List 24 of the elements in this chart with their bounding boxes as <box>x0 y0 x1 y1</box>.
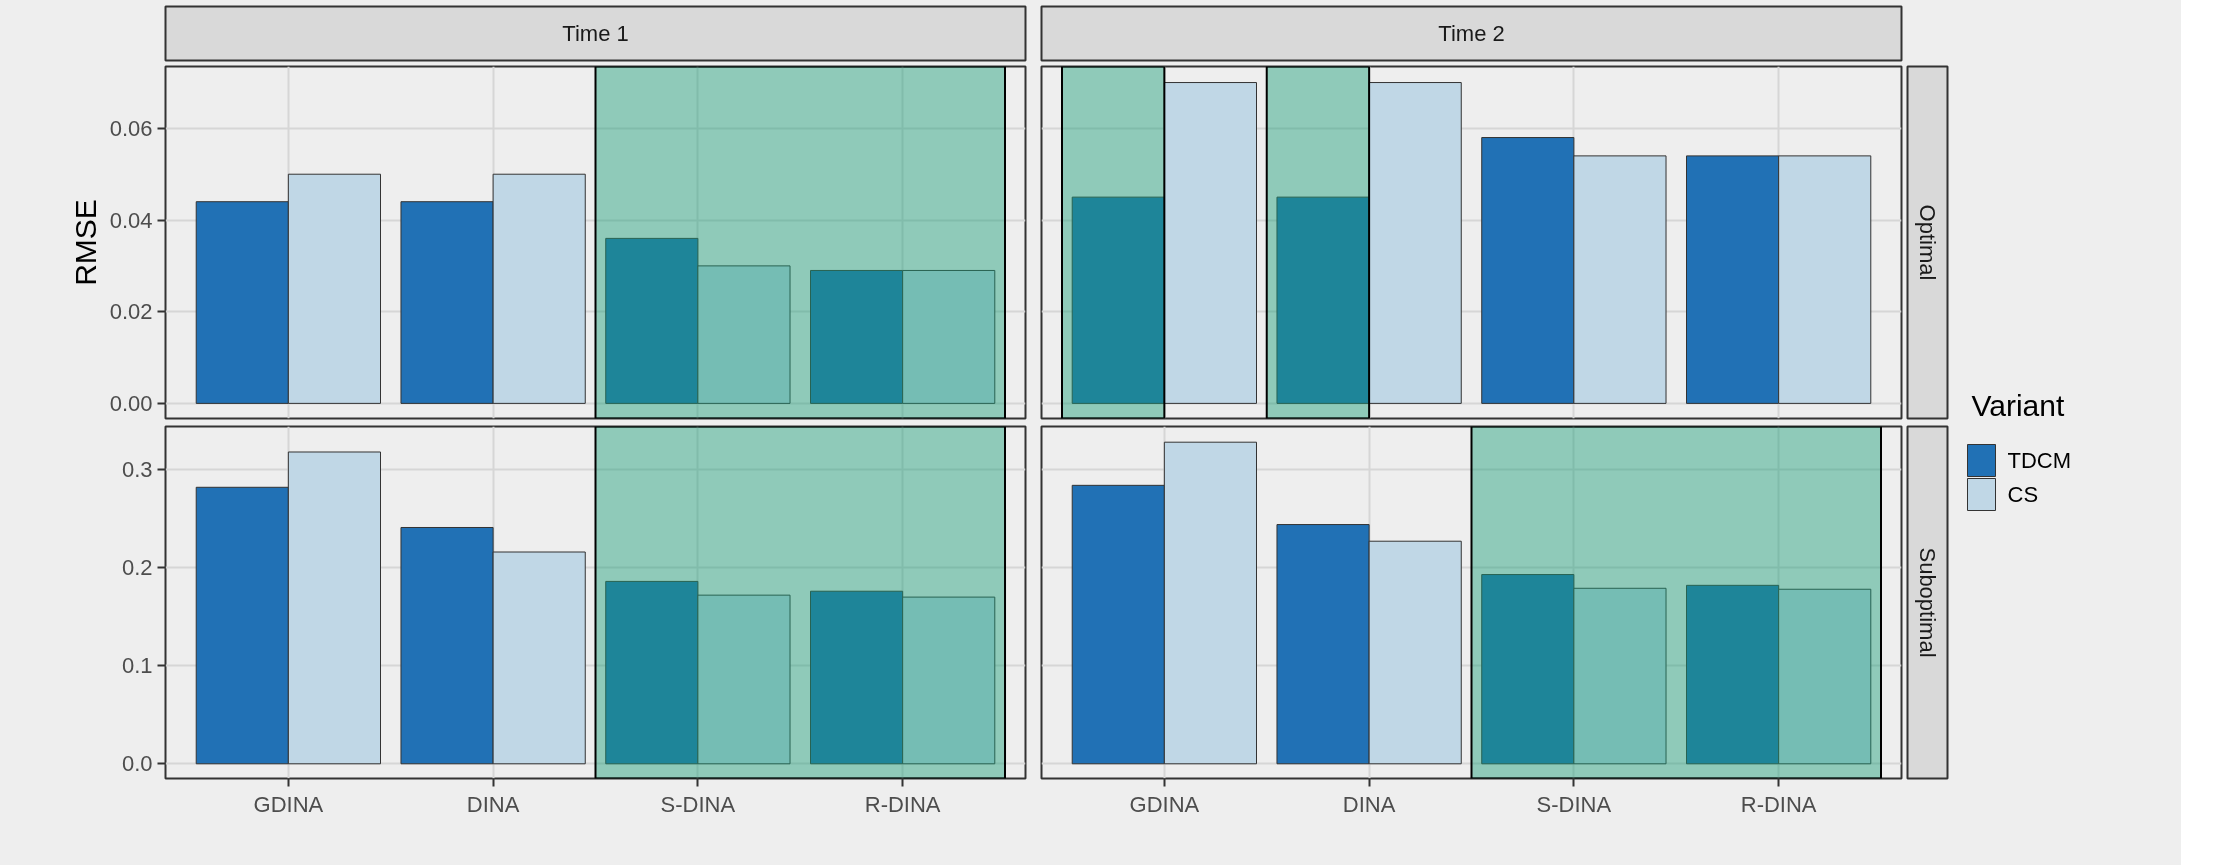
y2-axis-title: Suboptimal <box>1915 547 1940 658</box>
y-axis-title: RMSE <box>68 199 102 286</box>
y-tick-label: 0.02 <box>109 299 153 325</box>
chart-title: Time 2 <box>1438 21 1505 46</box>
y-tick-label: 0.04 <box>109 207 153 233</box>
y-tick-label: 0.1 <box>121 653 153 679</box>
y-tick-label: 0.3 <box>121 457 153 483</box>
legend-label: CS <box>2007 482 2039 507</box>
y-tick-label: 0.00 <box>109 390 153 416</box>
legend-title: Variant <box>1971 389 2065 422</box>
y-tick-label: 0.0 <box>121 751 153 777</box>
y-tick-label: 0.06 <box>109 115 153 141</box>
y-tick-label: 0.2 <box>121 555 153 581</box>
x-tick-label: R-DINA <box>1740 791 1817 817</box>
x-tick-label: R-DINA <box>864 791 941 817</box>
x-tick-label: S-DINA <box>1536 791 1612 817</box>
x-tick-label: DINA <box>1342 791 1396 817</box>
legend-label: TDCM <box>2007 448 2072 473</box>
x-tick-label: S-DINA <box>660 791 736 817</box>
x-tick-label: GDINA <box>253 791 324 817</box>
chart-title: Time 1 <box>562 21 629 46</box>
x-tick-label: GDINA <box>1129 791 1200 817</box>
x-tick-label: DINA <box>466 791 520 817</box>
y2-axis-title: Optimal <box>1915 204 1940 281</box>
